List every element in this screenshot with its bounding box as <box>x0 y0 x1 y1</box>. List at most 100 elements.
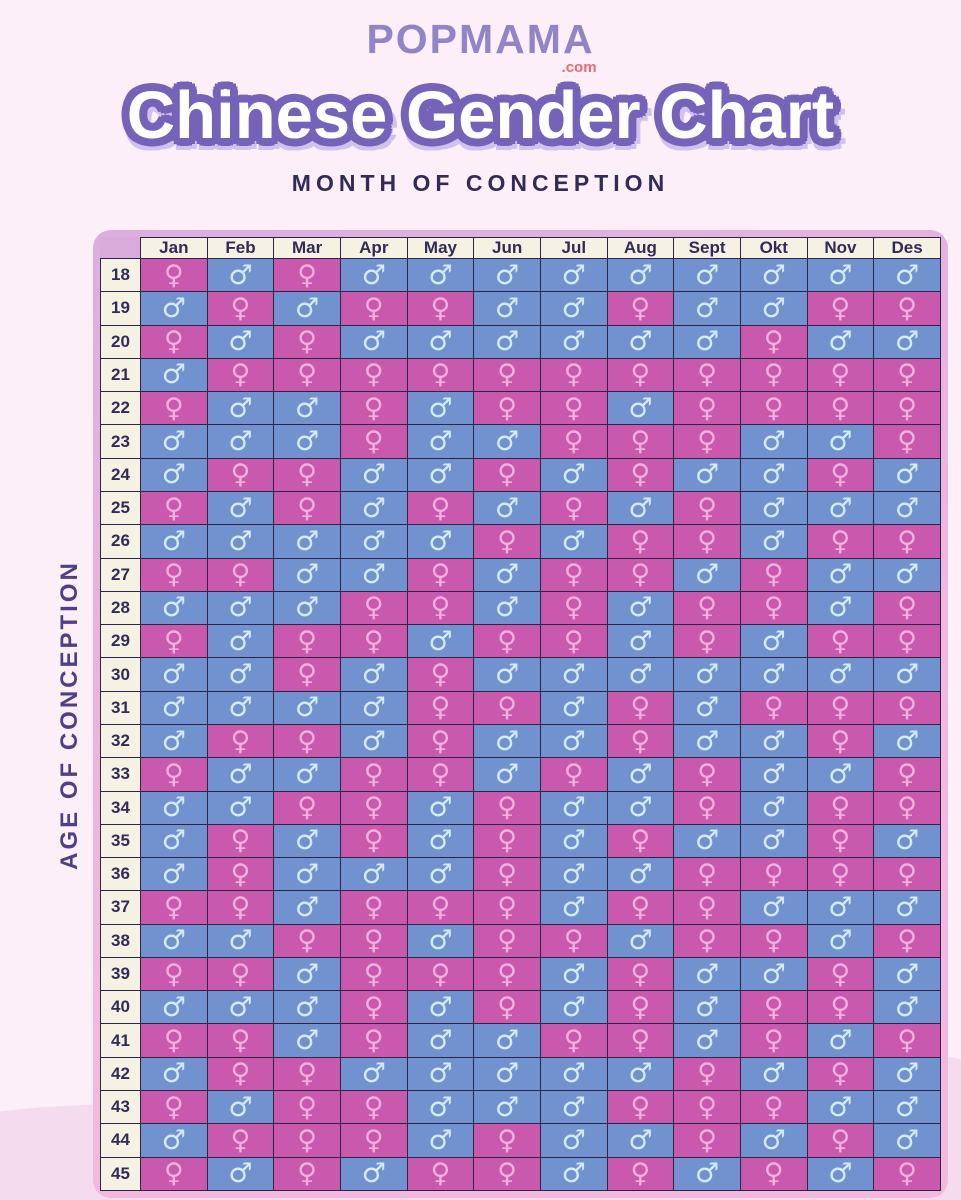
male-symbol-icon: ♂ <box>895 659 920 691</box>
gender-cell-42-jan: ♂ <box>140 1056 208 1092</box>
gender-cell-21-apr: ♀ <box>339 357 408 393</box>
gender-cell-34-sept: ♀ <box>673 790 741 825</box>
female-symbol-icon: ♀ <box>297 625 318 657</box>
gender-cell-20-feb: ♂ <box>206 324 275 359</box>
female-symbol-icon: ♀ <box>497 1158 517 1190</box>
male-symbol-icon: ♂ <box>428 1058 453 1090</box>
gender-cell-35-aug: ♀ <box>606 823 675 859</box>
female-symbol-icon: ♀ <box>363 792 384 824</box>
gender-cell-34-jul: ♂ <box>539 790 608 825</box>
female-symbol-icon: ♀ <box>163 1091 184 1123</box>
male-symbol-icon: ♂ <box>161 825 186 857</box>
male-symbol-icon: ♂ <box>228 259 253 291</box>
gender-cell-45-des: ♀ <box>873 1156 941 1192</box>
gender-cell-33-feb: ♂ <box>206 757 275 792</box>
female-symbol-icon: ♀ <box>630 559 651 591</box>
gender-cell-38-des: ♀ <box>873 923 941 958</box>
gender-cell-42-jul: ♂ <box>539 1056 608 1092</box>
male-symbol-icon: ♂ <box>828 1158 853 1190</box>
gender-cell-22-okt: ♀ <box>739 391 808 426</box>
female-symbol-icon: ♀ <box>363 925 384 957</box>
gender-cell-37-may: ♀ <box>406 890 475 925</box>
female-symbol-icon: ♀ <box>697 858 717 890</box>
gender-cell-30-jan: ♂ <box>140 657 208 692</box>
female-symbol-icon: ♀ <box>697 1124 717 1156</box>
male-symbol-icon: ♂ <box>228 659 253 691</box>
female-symbol-icon: ♀ <box>763 991 784 1023</box>
gender-cell-42-jun: ♂ <box>473 1056 541 1092</box>
gender-cell-28-des: ♀ <box>873 590 941 626</box>
male-symbol-icon: ♂ <box>828 891 853 923</box>
gender-cell-20-jun: ♂ <box>473 324 541 359</box>
gender-cell-33-nov: ♂ <box>806 757 875 792</box>
male-symbol-icon: ♂ <box>761 292 786 324</box>
gender-cell-39-nov: ♀ <box>806 956 875 992</box>
female-symbol-icon: ♀ <box>830 1124 851 1156</box>
gender-cell-39-mar: ♂ <box>273 956 341 992</box>
gender-cell-32-sept: ♂ <box>673 723 741 759</box>
gender-cell-44-feb: ♀ <box>206 1123 275 1158</box>
female-symbol-icon: ♀ <box>630 459 651 491</box>
male-symbol-icon: ♂ <box>628 592 653 624</box>
table-body: 18 ♀ ♂ ♀ ♂ ♂ ♂ ♂ ♂ ♂ ♂ ♂ ♂ 19 ♂ ♀ ♂ ♀ ♀ ♂ ♂ ♀ ♂ ♂ ♀ ♀ 20 ♀ ♂ ♀ ♂ ♂ ♂ ♂ ♂ ♂ ♀… <box>100 257 941 1192</box>
gender-cell-38-aug: ♂ <box>606 923 675 958</box>
gender-cell-29-jan: ♀ <box>140 624 208 659</box>
gender-cell-18-sept: ♂ <box>673 257 741 293</box>
gender-cell-44-jan: ♂ <box>140 1123 208 1158</box>
female-symbol-icon: ♀ <box>697 925 717 957</box>
gender-cell-44-apr: ♀ <box>339 1123 408 1158</box>
male-symbol-icon: ♂ <box>761 1124 786 1156</box>
male-symbol-icon: ♂ <box>561 1158 586 1190</box>
gender-cell-29-mar: ♀ <box>273 624 341 659</box>
gender-cell-29-des: ♀ <box>873 624 941 659</box>
table-row-age-21: 21 ♂ ♀ ♀ ♀ ♀ ♀ ♀ ♀ ♀ ♀ ♀ ♀ <box>100 357 941 393</box>
table-row-age-45: 45 ♀ ♂ ♀ ♂ ♀ ♀ ♂ ♀ ♂ ♀ ♂ ♀ <box>100 1156 941 1192</box>
gender-cell-43-des: ♂ <box>873 1090 941 1125</box>
male-symbol-icon: ♂ <box>361 659 386 691</box>
gender-chart-frame: Jan Feb Mar Apr May Jun Jul Aug Sept Okt Nov Des 18… <box>93 230 948 1198</box>
gender-cell-18-okt: ♂ <box>739 257 808 293</box>
male-symbol-icon: ♂ <box>495 559 520 591</box>
age-label-40: 40 <box>100 990 141 1025</box>
male-symbol-icon: ♂ <box>694 459 720 491</box>
gender-cell-38-apr: ♀ <box>339 923 408 958</box>
male-symbol-icon: ♂ <box>428 858 453 890</box>
gender-cell-45-jan: ♀ <box>140 1156 208 1192</box>
month-header-des: Des <box>873 237 941 259</box>
male-symbol-icon: ♂ <box>694 692 720 724</box>
female-symbol-icon: ♀ <box>697 492 717 524</box>
male-symbol-icon: ♂ <box>295 958 320 990</box>
gender-cell-24-may: ♂ <box>406 457 475 492</box>
gender-cell-45-feb: ♂ <box>206 1156 275 1192</box>
gender-cell-21-nov: ♀ <box>806 357 875 393</box>
gender-cell-36-okt: ♀ <box>739 857 808 892</box>
male-symbol-icon: ♂ <box>761 958 786 990</box>
male-symbol-icon: ♂ <box>761 259 786 291</box>
month-header-jan: Jan <box>140 237 208 259</box>
gender-cell-26-jun: ♀ <box>473 524 541 559</box>
female-symbol-icon: ♀ <box>830 792 851 824</box>
male-symbol-icon: ♂ <box>828 925 853 957</box>
gender-cell-22-mar: ♂ <box>273 391 341 426</box>
gender-cell-29-feb: ♂ <box>206 624 275 659</box>
age-label-39: 39 <box>100 956 141 992</box>
female-symbol-icon: ♀ <box>697 1091 717 1123</box>
female-symbol-icon: ♀ <box>230 858 251 890</box>
table-row-age-28: 28 ♂ ♂ ♂ ♀ ♀ ♂ ♀ ♂ ♀ ♀ ♂ ♀ <box>100 590 941 626</box>
male-symbol-icon: ♂ <box>295 592 320 624</box>
female-symbol-icon: ♀ <box>163 891 184 923</box>
female-symbol-icon: ♀ <box>830 459 851 491</box>
gender-cell-35-nov: ♀ <box>806 823 875 859</box>
gender-cell-28-apr: ♀ <box>339 590 408 626</box>
table-row-age-34: 34 ♂ ♂ ♀ ♀ ♂ ♀ ♂ ♂ ♀ ♂ ♀ ♀ <box>100 790 941 825</box>
gender-cell-32-des: ♂ <box>873 723 941 759</box>
gender-cell-32-okt: ♂ <box>739 723 808 759</box>
male-symbol-icon: ♂ <box>228 991 253 1023</box>
gender-cell-45-mar: ♀ <box>273 1156 341 1192</box>
gender-cell-32-mar: ♀ <box>273 723 341 759</box>
gender-cell-18-des: ♂ <box>873 257 941 293</box>
gender-cell-20-jul: ♂ <box>539 324 608 359</box>
gender-cell-40-apr: ♀ <box>339 990 408 1025</box>
age-label-34: 34 <box>100 790 141 825</box>
gender-cell-22-jul: ♀ <box>539 391 608 426</box>
